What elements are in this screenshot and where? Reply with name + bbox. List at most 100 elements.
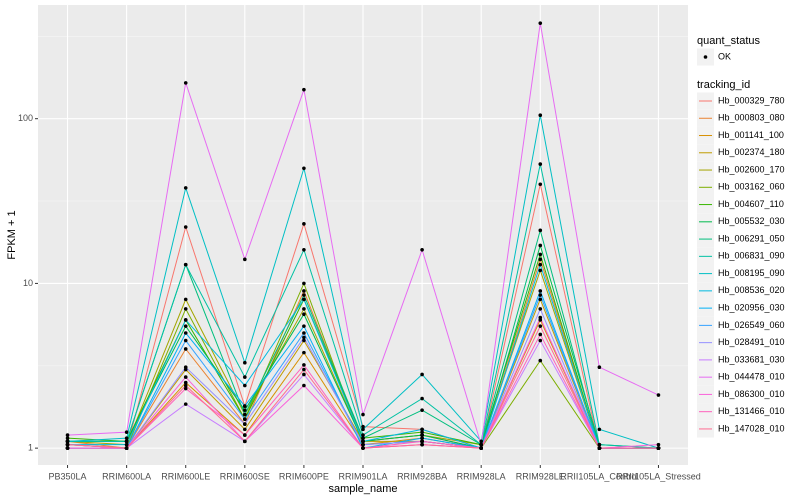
data-point <box>124 430 129 434</box>
legend-title: tracking_id <box>697 79 750 91</box>
data-point <box>183 307 188 311</box>
data-point <box>302 335 306 340</box>
legend-label: Hb_000329_780 <box>718 95 785 105</box>
data-point <box>479 442 483 447</box>
data-point <box>361 424 365 429</box>
data-point <box>361 436 365 440</box>
data-point <box>183 318 188 322</box>
data-point <box>302 363 306 367</box>
data-point <box>183 225 188 229</box>
data-point <box>479 446 483 450</box>
data-point <box>302 372 306 377</box>
legend-label: Hb_026549_060 <box>718 320 785 330</box>
data-point <box>656 393 661 397</box>
data-point <box>420 427 424 432</box>
data-point <box>243 404 247 408</box>
data-point <box>538 182 543 187</box>
data-point <box>124 439 129 444</box>
x-tick-label: RRIM600LE <box>161 471 210 481</box>
data-point <box>538 289 543 293</box>
data-point <box>243 257 247 262</box>
data-point <box>183 375 188 379</box>
data-point <box>183 338 188 343</box>
legend-label: Hb_001141_100 <box>718 130 784 140</box>
data-point <box>420 396 424 401</box>
x-axis-label: sample_name <box>328 483 397 495</box>
data-point <box>302 307 306 311</box>
data-point <box>65 442 70 447</box>
x-tick-label: RRIM928BA <box>397 471 447 481</box>
legend-label: Hb_131466_010 <box>718 406 785 416</box>
data-point <box>183 262 188 267</box>
data-point <box>538 257 543 262</box>
legend-label: Hb_003162_060 <box>718 182 785 192</box>
legend-label: Hb_147028_010 <box>718 423 785 433</box>
data-point <box>302 312 306 317</box>
data-point <box>302 367 306 372</box>
legend-label: Hb_006291_050 <box>718 233 785 243</box>
data-point <box>420 408 424 412</box>
data-point <box>183 402 188 406</box>
legend-label: Hb_028491_010 <box>718 337 785 347</box>
data-point <box>243 412 247 417</box>
data-point <box>597 365 602 369</box>
data-point <box>538 315 543 320</box>
legend-label: Hb_002600_170 <box>718 164 785 174</box>
data-point <box>243 422 247 426</box>
data-point <box>420 247 424 252</box>
y-tick-label: 10 <box>23 278 33 288</box>
data-point <box>361 439 365 444</box>
x-tick-label: RRIM600LA <box>102 471 151 481</box>
data-point <box>302 383 306 388</box>
data-point <box>302 87 306 92</box>
y-tick-label: 100 <box>18 113 33 123</box>
legend-label: Hb_000803_080 <box>718 113 785 123</box>
data-point <box>538 358 543 363</box>
x-tick-label: RRIM600SE <box>220 471 270 481</box>
y-tick-label: 1 <box>28 443 33 453</box>
data-point <box>538 21 543 25</box>
data-point <box>302 297 306 302</box>
legend-label: Hb_004607_110 <box>718 199 784 209</box>
data-point <box>361 442 365 447</box>
legend-label: Hb_002374_180 <box>718 147 785 157</box>
x-tick-label: RRII105LA_Control <box>560 471 638 481</box>
data-point <box>538 307 543 311</box>
data-point <box>420 372 424 377</box>
data-point <box>124 436 129 440</box>
x-tick-label: RRIM600PE <box>279 471 329 481</box>
data-point <box>243 433 247 437</box>
data-point <box>183 297 188 302</box>
data-point <box>597 446 602 450</box>
data-point <box>243 375 247 379</box>
data-point <box>538 297 543 302</box>
data-point <box>302 324 306 328</box>
data-point <box>183 380 188 385</box>
data-point <box>183 383 188 388</box>
data-point <box>302 281 306 286</box>
data-point <box>538 162 543 166</box>
legend-label: Hb_008536_020 <box>718 285 785 295</box>
data-point <box>65 439 70 444</box>
data-point <box>656 446 661 450</box>
x-tick-label: PB350LA <box>49 471 87 481</box>
legend-label: Hb_020956_030 <box>718 302 785 312</box>
data-point <box>302 331 306 335</box>
data-point <box>183 386 188 391</box>
data-point <box>538 228 543 233</box>
data-point <box>302 350 306 355</box>
data-point <box>302 289 306 293</box>
data-point <box>420 430 424 434</box>
data-point <box>302 166 306 171</box>
data-point <box>420 433 424 437</box>
data-point <box>65 436 70 440</box>
data-point <box>538 262 543 267</box>
x-tick-label: RRIM928LA <box>457 471 506 481</box>
legend-label: Hb_005532_030 <box>718 216 785 226</box>
data-point <box>361 433 365 437</box>
legend-label: OK <box>718 51 731 61</box>
data-point <box>656 442 661 447</box>
data-point <box>361 446 365 450</box>
legend-label: Hb_044478_010 <box>718 372 785 382</box>
data-point <box>538 338 543 343</box>
